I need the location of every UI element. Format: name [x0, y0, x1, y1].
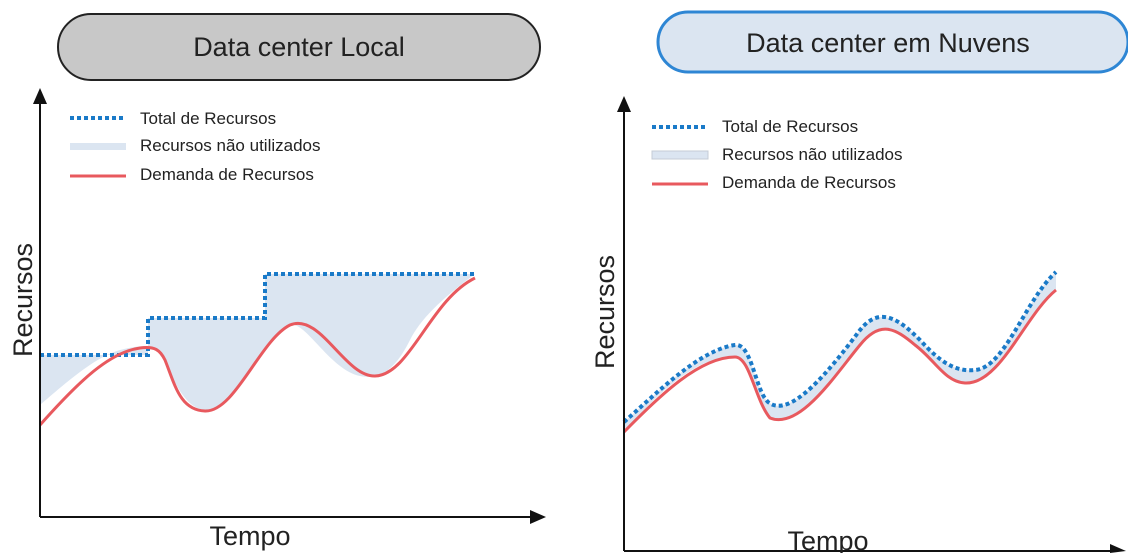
cloud-legend-demand: Demanda de Recursos [722, 173, 896, 192]
local-x-label: Tempo [209, 521, 290, 551]
local-legend-unused: Recursos não utilizados [140, 136, 320, 155]
cloud-legend-unused: Recursos não utilizados [722, 145, 902, 164]
local-legend-demand: Demanda de Recursos [140, 165, 314, 184]
local-title-pill [57, 13, 541, 81]
local-legend: Total de Recursos Recursos não utilizado… [70, 109, 320, 184]
local-unused-area [40, 274, 475, 410]
cloud-x-label: Tempo [787, 526, 868, 553]
cloud-legend: Total de Recursos Recursos não utilizado… [651, 117, 902, 192]
local-demand-line [38, 276, 476, 426]
local-legend-unused-swatch [70, 143, 126, 150]
cloud-demand-line [622, 288, 1057, 434]
cloud-title-pill [656, 10, 1128, 74]
cloud-y-label: Recursos [590, 255, 620, 369]
local-y-label: Recursos [8, 243, 38, 357]
cloud-title: Data center em Nuvens [746, 28, 1030, 58]
local-panel: Data center Local Tempo Recursos Total d… [8, 13, 546, 551]
cloud-unused-area [624, 272, 1056, 432]
cloud-x-arrow [1110, 544, 1126, 553]
local-title: Data center Local [193, 32, 405, 62]
cloud-panel: Data center em Nuvens Tempo Recursos Tot… [590, 10, 1128, 553]
cloud-y-arrow [617, 96, 631, 112]
cloud-legend-total: Total de Recursos [722, 117, 858, 136]
local-x-arrow [530, 510, 546, 524]
cloud-legend-unused-swatch [651, 150, 709, 160]
local-total-resources-line [40, 272, 475, 357]
cloud-total-resources-line [622, 270, 1058, 424]
local-legend-total: Total de Recursos [140, 109, 276, 128]
local-y-arrow [33, 88, 47, 104]
